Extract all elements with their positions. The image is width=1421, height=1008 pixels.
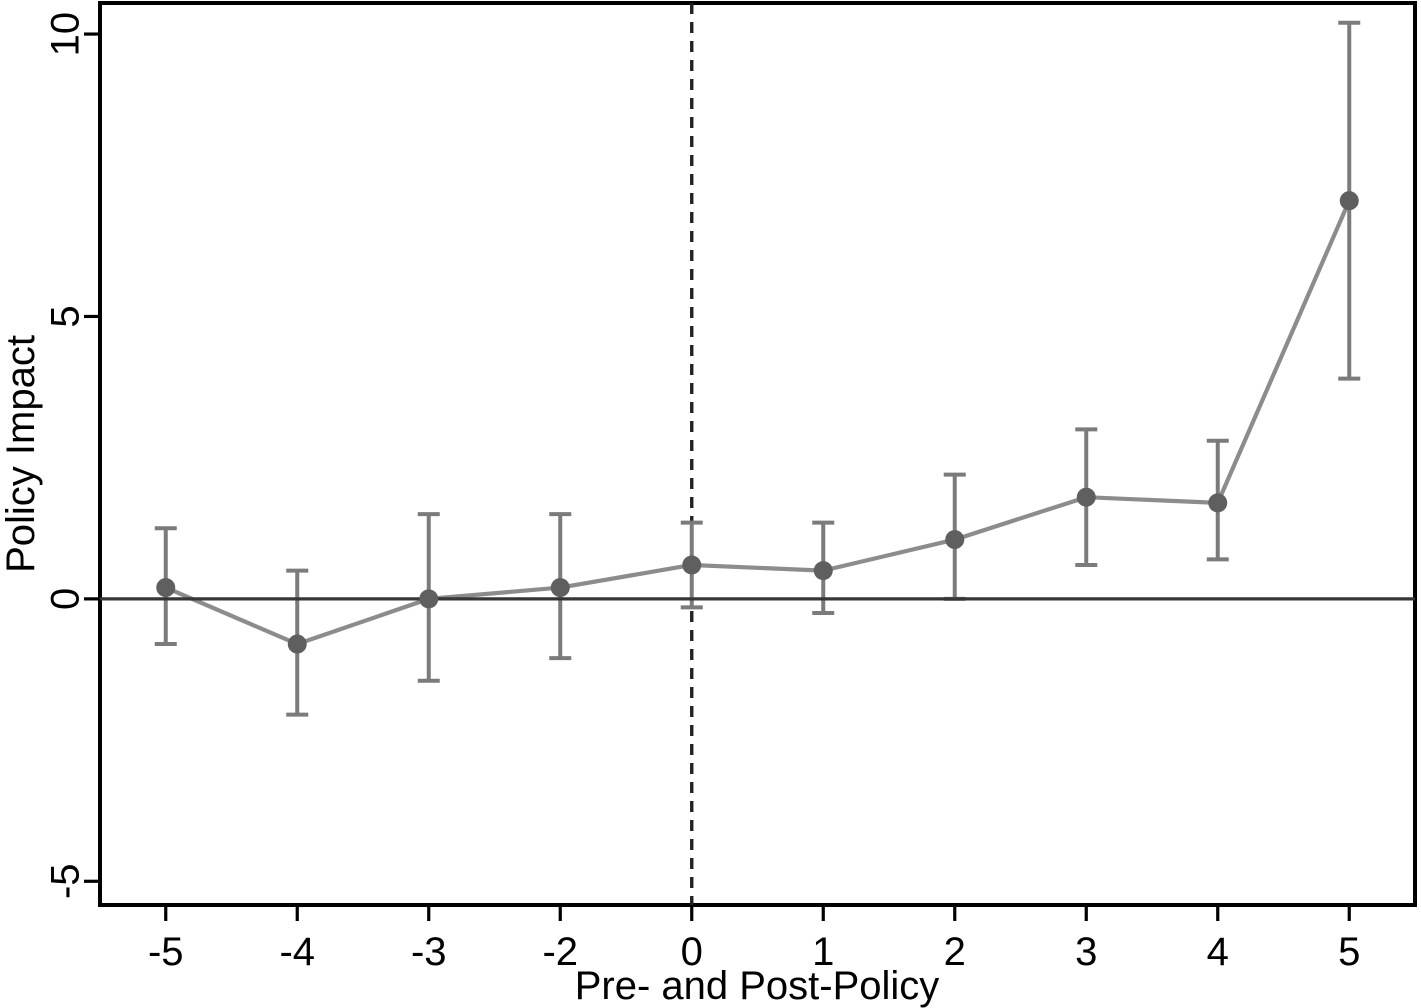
x-tick-label: -2 <box>542 930 578 974</box>
data-point <box>682 555 702 575</box>
y-tick-label: 5 <box>44 305 88 327</box>
data-point <box>419 589 439 609</box>
y-axis-title: Policy Impact <box>0 335 43 573</box>
data-point <box>1076 487 1096 507</box>
data-points <box>156 191 1359 654</box>
series-line <box>163 198 1352 647</box>
data-point <box>156 578 176 598</box>
y-tick-label: -5 <box>44 863 88 899</box>
x-tick-label: -4 <box>279 930 315 974</box>
x-tick-label: 1 <box>812 930 834 974</box>
x-tick-label: -3 <box>411 930 447 974</box>
axes: 10 5 0 -5 -5 -4 -3 -2 0 1 2 3 4 5 <box>44 12 1361 974</box>
x-axis-title: Pre- and Post-Policy <box>575 964 940 1008</box>
y-tick-label: 10 <box>44 12 88 57</box>
x-tick-label: 3 <box>1075 930 1097 974</box>
data-point <box>1339 191 1359 211</box>
x-tick-label: -5 <box>148 930 184 974</box>
y-tick-label: 0 <box>44 588 88 610</box>
data-point <box>1208 493 1228 513</box>
data-point <box>945 530 965 550</box>
data-point <box>287 634 307 654</box>
plot-frame <box>98 1 1417 907</box>
x-tick-label: 2 <box>944 930 966 974</box>
data-point <box>550 578 570 598</box>
x-tick-label: 5 <box>1338 930 1360 974</box>
x-tick-label: 4 <box>1207 930 1229 974</box>
x-tick-label: 0 <box>681 930 703 974</box>
data-point <box>813 561 833 581</box>
estimate-line <box>163 198 1352 647</box>
